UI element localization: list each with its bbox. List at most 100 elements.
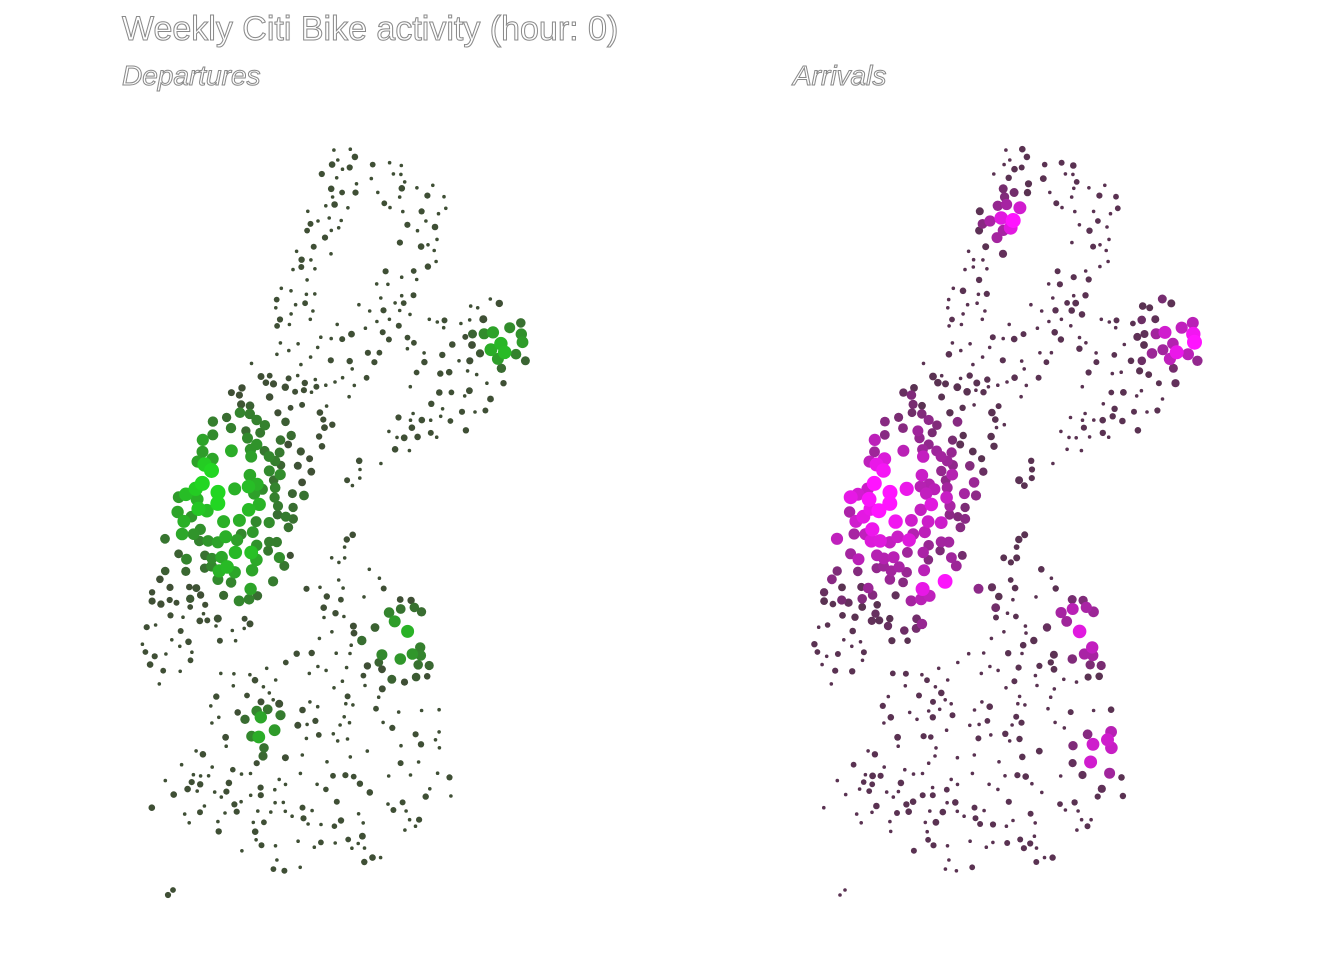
arrivals-station-dot bbox=[1078, 311, 1086, 318]
departures-station-dot bbox=[408, 773, 413, 777]
arrivals-station-dot bbox=[1167, 299, 1176, 308]
arrivals-station-dot bbox=[1072, 186, 1076, 191]
arrivals-station-dot bbox=[1033, 821, 1037, 825]
departures-station-dot bbox=[191, 501, 206, 516]
arrivals-station-dot bbox=[946, 468, 959, 481]
departures-station-dot bbox=[287, 489, 297, 499]
departures-station-dot bbox=[177, 514, 191, 528]
departures-station-dot bbox=[349, 622, 357, 630]
departures-station-dot bbox=[307, 220, 314, 227]
arrivals-station-dot bbox=[1085, 369, 1092, 376]
departures-station-dot bbox=[401, 624, 415, 638]
departures-station-dot bbox=[361, 821, 366, 825]
departures-station-dot bbox=[340, 375, 345, 380]
arrivals-station-dot bbox=[904, 637, 911, 644]
departures-station-dot bbox=[160, 533, 170, 544]
departures-station-dot bbox=[252, 730, 266, 744]
departures-station-dot bbox=[286, 430, 296, 441]
departures-station-dot bbox=[207, 416, 219, 427]
departures-station-dot bbox=[354, 182, 359, 186]
arrivals-station-dot bbox=[950, 560, 962, 572]
arrivals-station-dot bbox=[884, 574, 896, 585]
departures-station-dot bbox=[315, 732, 322, 738]
arrivals-station-dot bbox=[1099, 416, 1106, 424]
departures-station-dot bbox=[163, 778, 168, 783]
arrivals-station-dot bbox=[1004, 840, 1011, 846]
arrivals-station-dot bbox=[1069, 195, 1074, 199]
departures-station-dot bbox=[164, 652, 168, 656]
arrivals-station-dot bbox=[975, 735, 982, 742]
departures-station-dot bbox=[397, 760, 404, 767]
departures-station-dot bbox=[251, 820, 256, 825]
arrivals-station-dot bbox=[1079, 448, 1084, 453]
arrivals-station-dot bbox=[992, 172, 996, 176]
departures-station-dot bbox=[167, 612, 174, 619]
arrivals-station-dot bbox=[1032, 834, 1037, 838]
arrivals-station-dot bbox=[968, 447, 977, 456]
arrivals-station-dot bbox=[1005, 798, 1012, 805]
departures-station-dot bbox=[400, 678, 409, 686]
departures-station-dot bbox=[312, 717, 319, 725]
arrivals-station-dot bbox=[1034, 846, 1039, 850]
departures-station-dot bbox=[422, 351, 426, 355]
arrivals-station-dot bbox=[1085, 276, 1092, 283]
arrivals-station-dot bbox=[942, 380, 949, 388]
arrivals-station-dot bbox=[943, 698, 947, 702]
arrivals-station-dot bbox=[1067, 595, 1077, 604]
departures-station-dot bbox=[437, 730, 441, 734]
arrivals-station-dot bbox=[1140, 330, 1149, 338]
arrivals-station-dot bbox=[1067, 709, 1074, 716]
arrivals-station-dot bbox=[929, 792, 936, 799]
departures-station-dot bbox=[395, 414, 402, 421]
arrivals-station-dot bbox=[1035, 326, 1040, 331]
departures-station-dot bbox=[342, 614, 346, 619]
arrivals-station-dot bbox=[963, 388, 971, 396]
departures-station-dot bbox=[202, 804, 207, 808]
arrivals-station-dot bbox=[1064, 300, 1070, 306]
departures-station-dot bbox=[166, 596, 173, 604]
arrivals-station-dot bbox=[934, 746, 938, 750]
departures-station-dot bbox=[213, 614, 222, 623]
arrivals-station-dot bbox=[1113, 193, 1119, 200]
arrivals-station-dot bbox=[995, 403, 1002, 410]
arrivals-station-dot bbox=[1107, 706, 1115, 713]
arrivals-station-dot bbox=[985, 267, 989, 271]
departures-station-dot bbox=[217, 715, 221, 720]
departures-station-dot bbox=[474, 372, 479, 377]
arrivals-station-dot bbox=[994, 211, 1008, 225]
arrivals-station-dot bbox=[1137, 356, 1147, 366]
departures-station-dot bbox=[449, 341, 456, 348]
arrivals-station-dot bbox=[829, 682, 834, 686]
arrivals-station-dot bbox=[930, 785, 935, 790]
departures-station-dot bbox=[333, 841, 338, 845]
arrivals-station-dot bbox=[916, 618, 928, 630]
departures-station-dot bbox=[414, 433, 421, 441]
arrivals-station-dot bbox=[937, 707, 942, 712]
arrivals-station-dot bbox=[811, 641, 818, 648]
departures-station-dot bbox=[407, 596, 415, 605]
arrivals-station-dot bbox=[992, 200, 1003, 211]
arrivals-station-dot bbox=[1146, 304, 1154, 312]
arrivals-station-dot bbox=[1018, 164, 1025, 171]
departures-station-dot bbox=[435, 771, 440, 775]
arrivals-station-dot bbox=[897, 779, 905, 787]
departures-station-dot bbox=[185, 638, 192, 646]
departures-station-dot bbox=[365, 749, 370, 753]
departures-station-dot bbox=[244, 545, 259, 560]
arrivals-station-dot bbox=[1015, 535, 1023, 544]
departures-station-dot bbox=[318, 585, 322, 590]
arrivals-station-dot bbox=[858, 603, 867, 611]
arrivals-station-dot bbox=[1087, 186, 1091, 190]
departures-station-dot bbox=[396, 710, 401, 714]
arrivals-station-dot bbox=[1083, 411, 1087, 416]
arrivals-station-dot bbox=[958, 376, 963, 381]
departures-station-dot bbox=[478, 328, 490, 340]
arrivals-station-dot bbox=[1011, 818, 1015, 823]
arrivals-station-dot bbox=[1134, 394, 1139, 398]
arrivals-station-dot bbox=[1023, 703, 1027, 707]
arrivals-station-dot bbox=[1080, 418, 1085, 423]
departures-station-dot bbox=[212, 790, 217, 794]
arrivals-station-dot bbox=[933, 754, 937, 758]
arrivals-station-dot bbox=[850, 644, 854, 649]
departures-station-dot bbox=[231, 684, 236, 688]
